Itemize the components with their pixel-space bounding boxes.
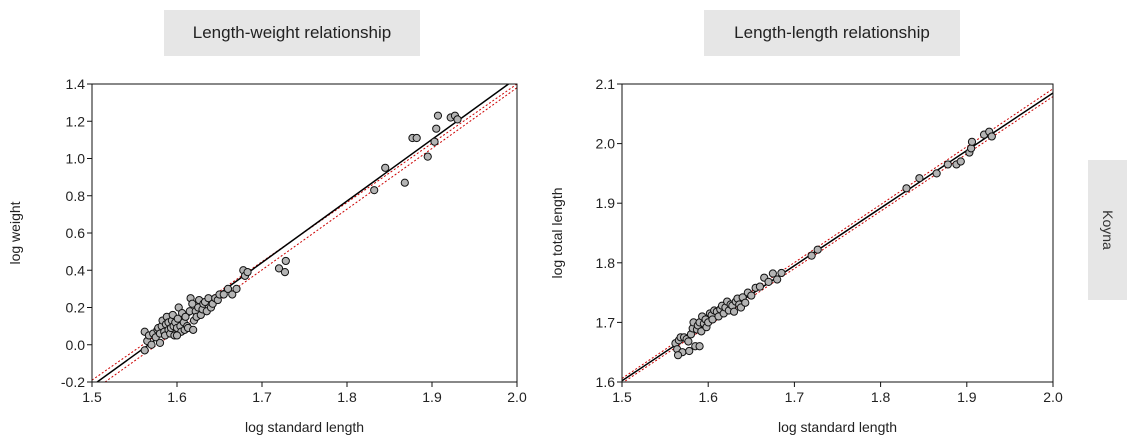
chart1-y-tick-label: 1.2 — [66, 113, 86, 129]
chart2-data-point — [684, 337, 693, 346]
chart1-data-point — [232, 284, 241, 293]
chart2-y-tick-label: 1.9 — [596, 195, 616, 211]
chart1-data-point — [381, 163, 390, 172]
chart1-x-tick-label: 1.9 — [422, 389, 442, 405]
chart1-data-point — [189, 325, 198, 334]
chart-title-length-weight: Length-weight relationship — [164, 10, 420, 56]
chart1-x-tick-label: 1.5 — [82, 389, 102, 405]
chart2-x-tick-label: 2.0 — [1043, 389, 1063, 405]
chart1-data-point — [412, 133, 421, 143]
chart2-data-point — [741, 298, 750, 307]
chart2-x-tick-label: 1.5 — [612, 389, 632, 405]
chart1-y-tick-label: 0.4 — [66, 262, 86, 278]
chart1-data-point — [219, 290, 228, 299]
chart1-data-point — [223, 284, 233, 293]
chart1-data-point — [433, 111, 443, 120]
chart2-data-point — [764, 277, 773, 286]
chart2-data-point — [673, 351, 683, 360]
panel-label-box: Koyna — [1088, 160, 1127, 300]
chart2-data-point — [768, 269, 777, 278]
chart-title-length-length: Length-length relationship — [704, 10, 960, 56]
chart2-plot-frame — [621, 83, 1054, 383]
chart2-data-point — [932, 169, 941, 178]
chart2-data-point — [773, 275, 782, 284]
chart1-x-tick-label: 2.0 — [507, 389, 527, 405]
chart1-y-tick-label: 1.4 — [66, 76, 86, 92]
chart2-data-point — [967, 144, 976, 153]
chart2-y-tick-label: 2.1 — [596, 76, 616, 92]
chart2-data-point — [685, 346, 694, 356]
chart2-y-tick-label: 1.8 — [596, 255, 616, 271]
chart1-x-axis-label: log standard length — [245, 419, 364, 435]
chart1-y-tick-label: 1.0 — [66, 151, 86, 167]
chart2-data-point — [747, 291, 756, 300]
chart2-data-point — [943, 160, 952, 169]
chart1-data-point — [140, 346, 149, 355]
chart1-data-point — [188, 299, 197, 308]
chart1-y-tick-label: 0.0 — [66, 337, 86, 353]
chart1-y-axis-label: log weight — [7, 201, 23, 264]
chart1-data-point — [181, 312, 190, 321]
chart2-data-point — [755, 282, 765, 291]
chart2-x-tick-label: 1.8 — [871, 389, 891, 405]
chart1-data-point — [430, 137, 439, 146]
chart1-x-tick-label: 1.6 — [167, 389, 187, 405]
chart1-data-point — [280, 268, 290, 277]
chart1-data-point — [274, 264, 284, 273]
chart1-x-tick-label: 1.7 — [252, 389, 272, 405]
chart2-x-tick-label: 1.9 — [957, 389, 977, 405]
chart2-y-tick-label: 1.6 — [596, 374, 616, 390]
chart1-data-point — [423, 152, 432, 161]
chart2-data-point — [915, 174, 924, 183]
chart2-x-axis-label: log standard length — [778, 419, 897, 435]
chart2-data-point — [777, 268, 786, 278]
chart1-y-tick-label: 0.2 — [66, 300, 86, 316]
chart2-x-tick-label: 1.6 — [698, 389, 718, 405]
chart1-data-point — [370, 186, 379, 195]
chart2-x-tick-label: 1.7 — [785, 389, 805, 405]
chart1-data-point — [155, 338, 165, 347]
chart1-data-point — [172, 331, 182, 340]
chart2-y-tick-label: 1.7 — [596, 314, 616, 330]
chart1-data-point — [228, 290, 237, 299]
chart1-y-tick-label: -0.2 — [61, 374, 85, 390]
chart2-data-point — [729, 307, 739, 316]
chart1-y-tick-label: 0.8 — [66, 188, 86, 204]
chart2-y-tick-label: 2.0 — [596, 136, 616, 152]
chart2-data-point — [697, 327, 706, 336]
chart2-data-point — [902, 184, 911, 193]
chart2-data-point — [807, 251, 816, 260]
chart1-data-point — [243, 268, 252, 277]
chart1-data-point — [432, 124, 441, 133]
chart2-y-axis-label: log total length — [549, 187, 565, 278]
chart1-data-point — [453, 115, 462, 124]
chart2-data-point — [956, 157, 965, 166]
chart2-data-point — [967, 137, 977, 146]
chart1-confidence-band-lower — [104, 87, 517, 382]
chart2-data-point — [987, 132, 996, 141]
chart1-data-point — [400, 178, 409, 187]
chart1-data-point — [281, 256, 290, 266]
chart2-data-point — [813, 245, 822, 254]
chart1-data-point — [147, 340, 156, 349]
chart1-data-point — [173, 314, 182, 323]
chart1-x-tick-label: 1.8 — [337, 389, 357, 405]
chart1-y-tick-label: 0.6 — [66, 225, 86, 241]
chart2-data-point — [695, 342, 704, 351]
